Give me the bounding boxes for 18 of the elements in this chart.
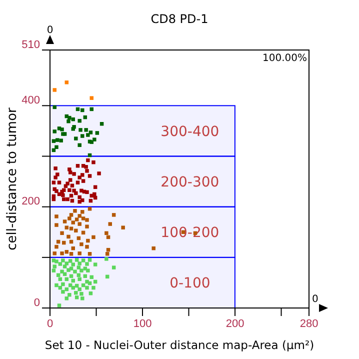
band-label: 300-400 xyxy=(160,124,220,140)
x-axis-title: Set 10 - Nuclei-Outer distance map-Area (µm²) xyxy=(44,338,314,352)
text: 0 xyxy=(312,294,318,305)
y-tick-label: 510 xyxy=(22,38,40,51)
chart-title: CD8 PD-1 xyxy=(150,12,208,26)
band-label: 0-100 xyxy=(170,276,210,292)
x-tick-label: 200 xyxy=(226,318,244,330)
x-tick-label: 100 xyxy=(133,318,152,330)
y-tick-label: 400 xyxy=(22,94,40,106)
text: 0 xyxy=(46,25,54,36)
band-label: 200-300 xyxy=(160,174,220,191)
y-tick-label: 0 xyxy=(34,296,40,309)
band-label: 100-200 xyxy=(160,225,220,242)
y-tick-label: 200 xyxy=(22,196,40,208)
x-tick-label: 280 xyxy=(300,318,318,330)
x-tick-label: 0 xyxy=(46,318,54,330)
annotation: 100.00% xyxy=(262,53,307,64)
y-axis-title: cell-distance to tumor xyxy=(5,106,20,250)
